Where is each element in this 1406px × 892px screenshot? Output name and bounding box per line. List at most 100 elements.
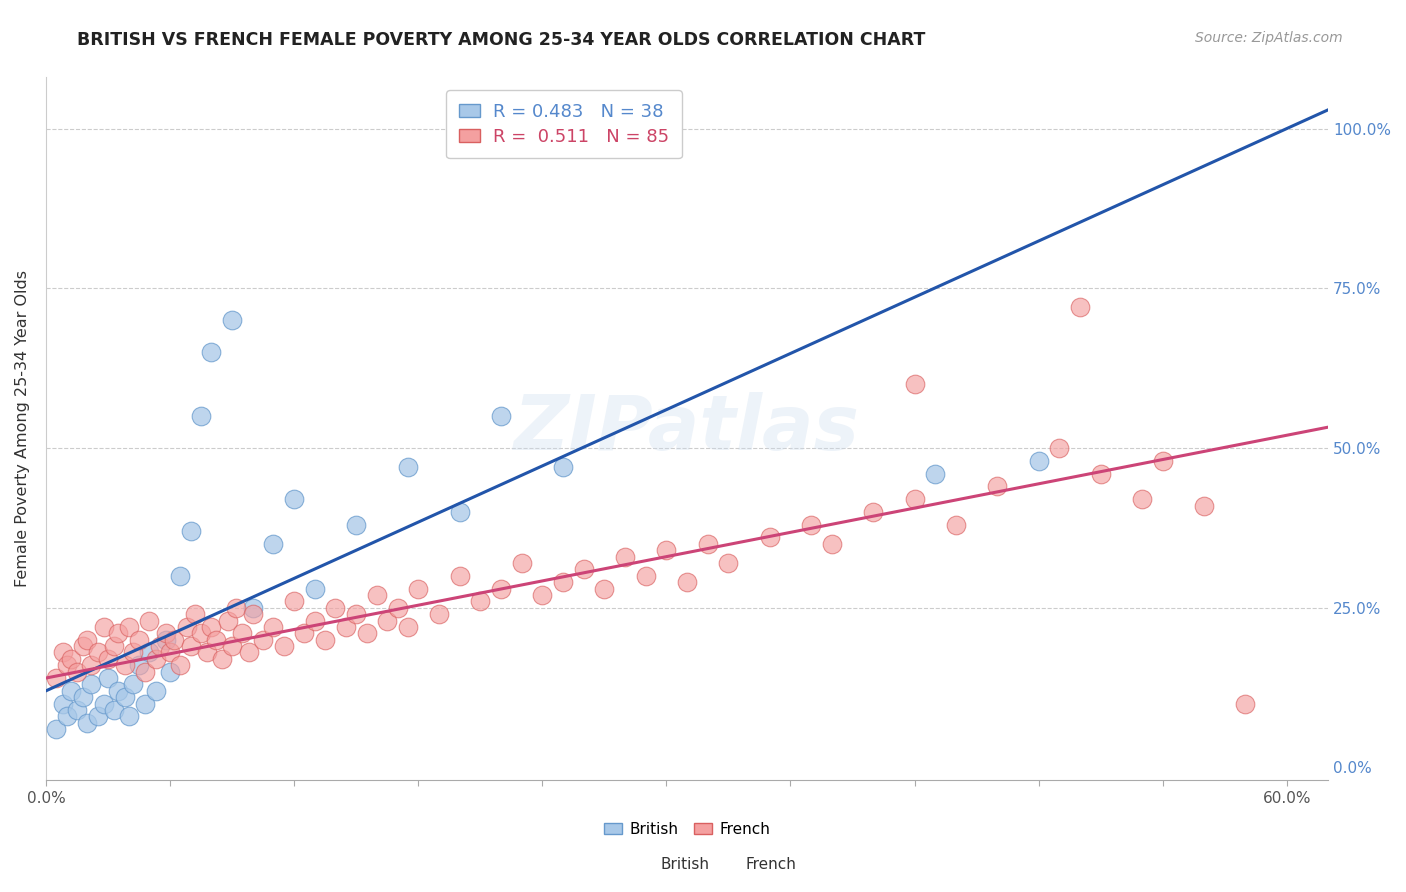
Point <box>273 639 295 653</box>
Point <box>149 639 172 653</box>
Point <box>242 607 264 622</box>
Point <box>325 600 347 615</box>
Point <box>55 709 77 723</box>
Point <box>283 594 305 608</box>
Point <box>155 626 177 640</box>
Point <box>283 492 305 507</box>
Point <box>344 517 367 532</box>
Point <box>304 614 326 628</box>
Point <box>190 626 212 640</box>
Point <box>51 697 73 711</box>
Point <box>1069 301 1091 315</box>
Point <box>103 703 125 717</box>
Point <box>634 569 657 583</box>
Point <box>97 671 120 685</box>
Point <box>356 626 378 640</box>
Point <box>510 556 533 570</box>
Point <box>55 658 77 673</box>
Point <box>406 582 429 596</box>
Point <box>238 645 260 659</box>
Point <box>231 626 253 640</box>
Point <box>145 652 167 666</box>
Point <box>1047 441 1070 455</box>
Point <box>572 562 595 576</box>
Point <box>862 505 884 519</box>
Point <box>924 467 946 481</box>
Point <box>80 658 103 673</box>
Point <box>262 620 284 634</box>
Point <box>903 492 925 507</box>
Point <box>121 645 143 659</box>
Point <box>159 645 181 659</box>
Text: Source: ZipAtlas.com: Source: ZipAtlas.com <box>1195 31 1343 45</box>
Point <box>655 543 678 558</box>
Point <box>204 632 226 647</box>
Point <box>396 620 419 634</box>
Point <box>86 645 108 659</box>
Point <box>134 665 156 679</box>
Point <box>128 658 150 673</box>
Point <box>449 505 471 519</box>
Point <box>72 639 94 653</box>
Point <box>128 632 150 647</box>
Text: British: British <box>661 857 710 872</box>
Point <box>489 409 512 423</box>
Point <box>262 537 284 551</box>
Point <box>614 549 637 564</box>
Point <box>1090 467 1112 481</box>
Point <box>169 658 191 673</box>
Point <box>114 658 136 673</box>
Point <box>986 479 1008 493</box>
Point <box>387 600 409 615</box>
Point <box>195 645 218 659</box>
Point <box>344 607 367 622</box>
Point <box>252 632 274 647</box>
Point <box>134 697 156 711</box>
Point <box>159 665 181 679</box>
Point <box>217 614 239 628</box>
Point <box>1192 499 1215 513</box>
Point <box>821 537 844 551</box>
Point <box>211 652 233 666</box>
Point <box>107 626 129 640</box>
Point <box>335 620 357 634</box>
Point <box>190 409 212 423</box>
Point <box>717 556 740 570</box>
Point <box>180 524 202 538</box>
Point <box>66 703 89 717</box>
Point <box>1028 454 1050 468</box>
Point <box>118 709 141 723</box>
Point <box>375 614 398 628</box>
Point <box>138 645 160 659</box>
Point <box>118 620 141 634</box>
Text: ZIPatlas: ZIPatlas <box>515 392 860 466</box>
Point <box>396 460 419 475</box>
Point <box>676 575 699 590</box>
Point <box>163 632 186 647</box>
Point <box>945 517 967 532</box>
Point <box>93 697 115 711</box>
Point <box>45 671 67 685</box>
Point <box>366 588 388 602</box>
Point <box>86 709 108 723</box>
Point <box>155 632 177 647</box>
Text: BRITISH VS FRENCH FEMALE POVERTY AMONG 25-34 YEAR OLDS CORRELATION CHART: BRITISH VS FRENCH FEMALE POVERTY AMONG 2… <box>77 31 925 49</box>
Point <box>242 600 264 615</box>
Point <box>200 345 222 359</box>
Point <box>1130 492 1153 507</box>
Point <box>294 626 316 640</box>
Point <box>225 600 247 615</box>
Point <box>221 313 243 327</box>
Point <box>758 531 780 545</box>
Point <box>176 620 198 634</box>
Point <box>314 632 336 647</box>
Point <box>1152 454 1174 468</box>
Legend: British, French: British, French <box>598 815 776 843</box>
Point <box>593 582 616 596</box>
Point <box>551 575 574 590</box>
Point <box>107 683 129 698</box>
Point <box>93 620 115 634</box>
Point <box>138 614 160 628</box>
Point <box>145 683 167 698</box>
Point <box>531 588 554 602</box>
